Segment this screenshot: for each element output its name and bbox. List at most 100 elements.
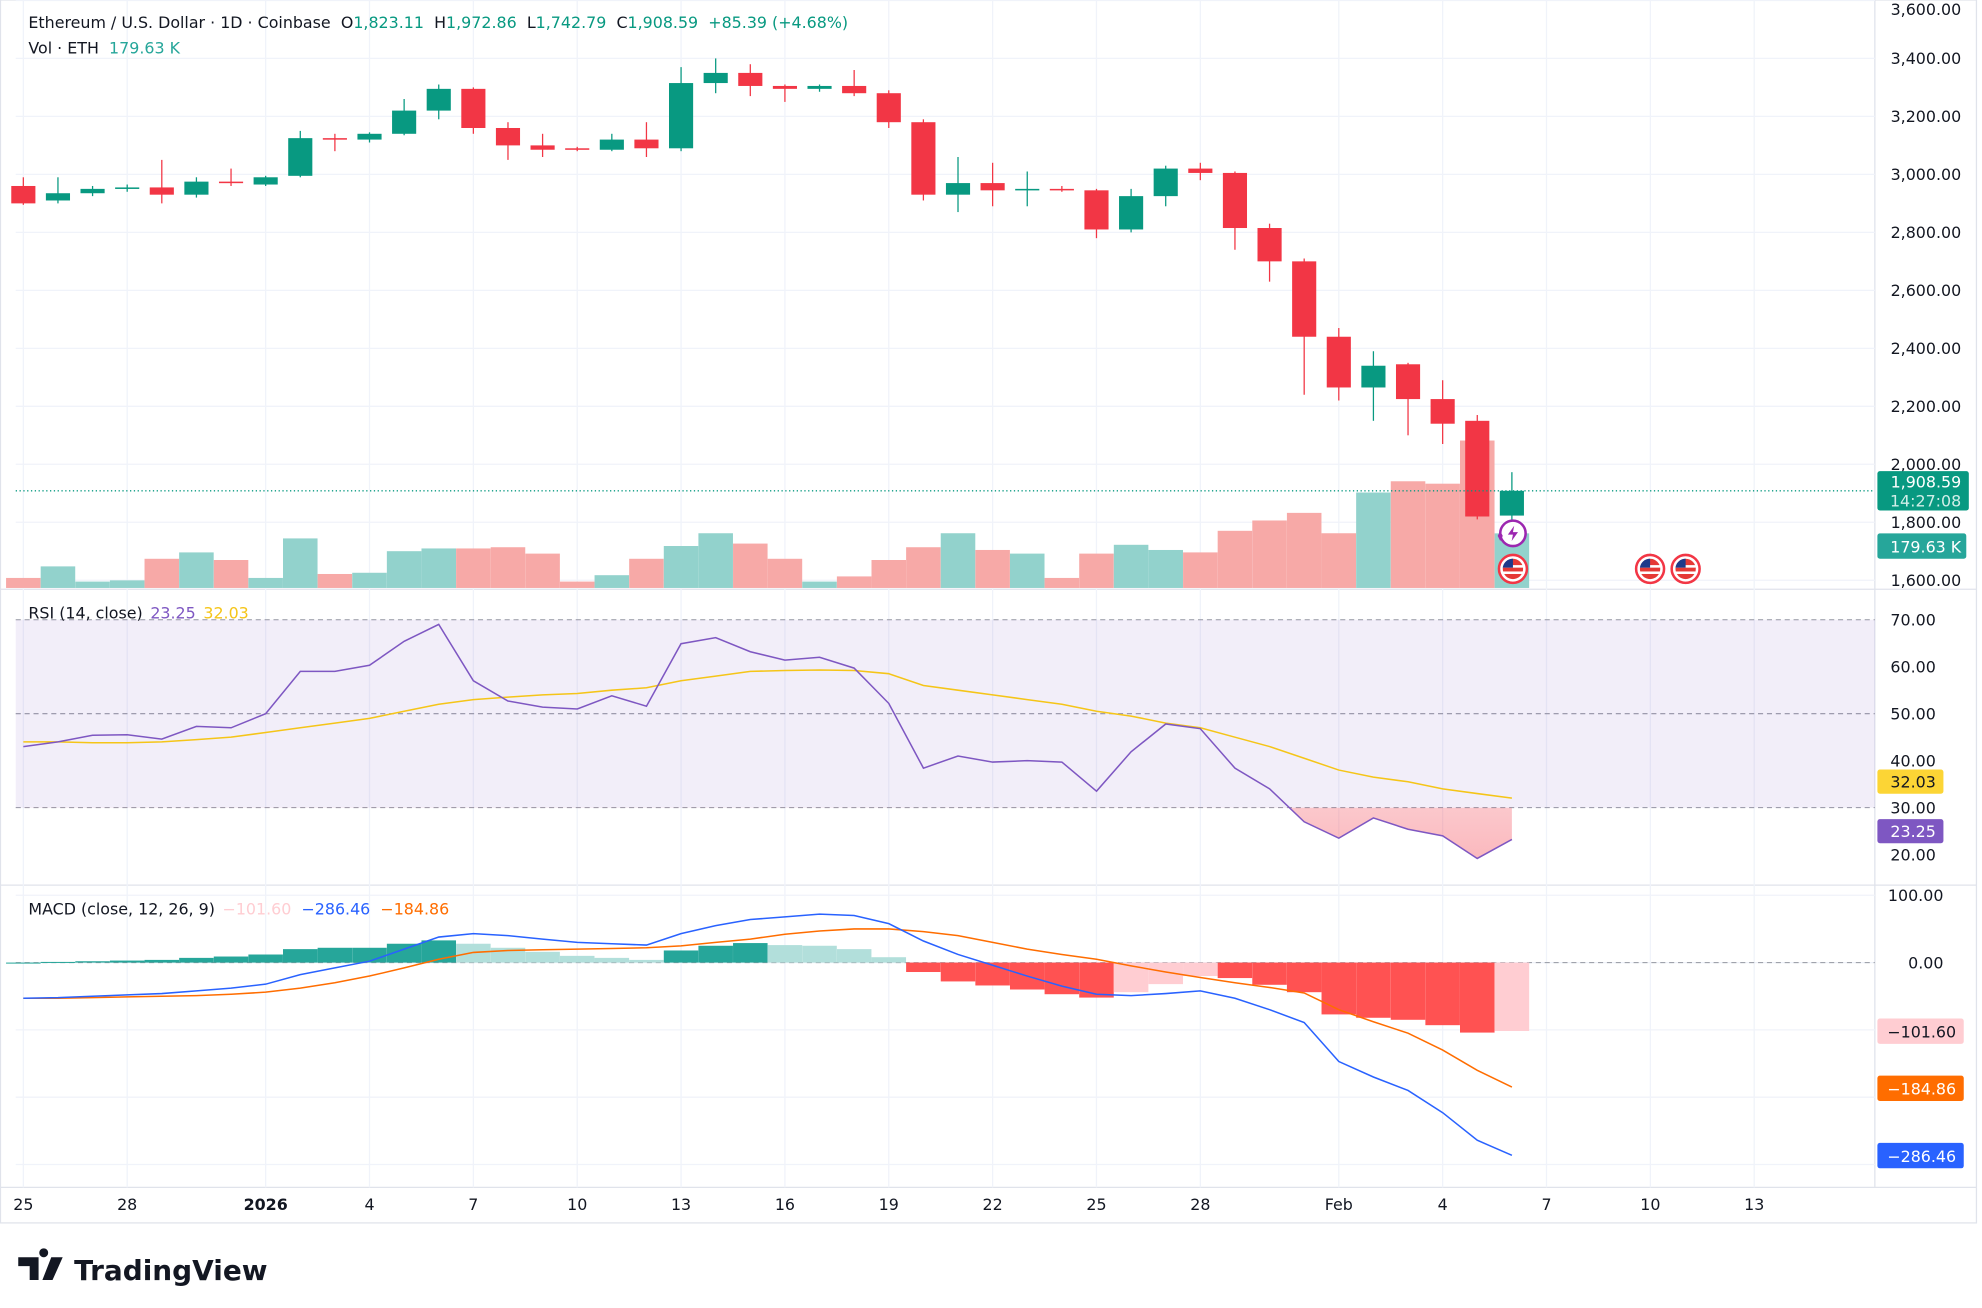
candle-body bbox=[669, 83, 694, 149]
macd-histogram-bar bbox=[906, 962, 941, 973]
macd-histogram-bar bbox=[594, 957, 630, 963]
us-flag-icon[interactable] bbox=[1670, 553, 1701, 585]
svg-text:1,908.59: 1,908.59 bbox=[1891, 473, 1962, 492]
candle-body bbox=[980, 183, 1005, 191]
volume-bar bbox=[283, 538, 318, 588]
macd-histogram-bar bbox=[248, 954, 283, 963]
macd-histogram-bar bbox=[629, 959, 664, 963]
price-tick-label: 2,400.00 bbox=[1891, 339, 1962, 358]
macd-histogram-bar bbox=[317, 947, 353, 963]
candle-body bbox=[1015, 188, 1040, 191]
macd-histogram-bar bbox=[1494, 962, 1530, 1031]
time-tick-label: 25 bbox=[1086, 1195, 1106, 1214]
svg-text:179.63 K: 179.63 K bbox=[1890, 537, 1962, 556]
axes: 25 28 2026 4 7 10 13 16 19 22 25 28 Feb 4 7 10 13 1,600.0… bbox=[13, 0, 1961, 1214]
macd-histogram-bar bbox=[663, 950, 699, 963]
macd-histogram-bar bbox=[559, 955, 595, 963]
rsi-tick-label: 20.00 bbox=[1890, 845, 1935, 864]
volume-bar bbox=[733, 543, 768, 588]
macd-histogram-bar bbox=[1356, 962, 1391, 1018]
rsi-label: 23.25 bbox=[1877, 819, 1944, 844]
macd-histogram-bar bbox=[1321, 962, 1357, 1015]
volume-bar bbox=[836, 576, 872, 588]
volume-bar bbox=[1148, 549, 1183, 588]
candle-body bbox=[322, 138, 347, 140]
candle-body bbox=[772, 85, 797, 89]
macd-histogram-bar bbox=[109, 960, 145, 963]
candle-body bbox=[357, 133, 382, 140]
macd-histogram-bar bbox=[352, 947, 387, 963]
volume-bar bbox=[40, 566, 76, 588]
legend-main: Ethereum / U.S. Dollar · 1D · Coinbase O1… bbox=[28, 13, 848, 32]
candle-body bbox=[426, 88, 451, 111]
price-tick-label: 2,000.00 bbox=[1891, 455, 1962, 474]
candle-body bbox=[530, 145, 555, 150]
time-tick-label: 7 bbox=[468, 1195, 478, 1214]
price-tick-label: 1,600.00 bbox=[1891, 571, 1962, 590]
volume-last-label: 179.63 K bbox=[1877, 533, 1967, 559]
volume-bar bbox=[594, 575, 630, 588]
svg-text:14:27:08: 14:27:08 bbox=[1890, 492, 1961, 511]
candle-body bbox=[45, 193, 71, 201]
macd-histogram-bar bbox=[1217, 962, 1253, 979]
us-flag-icon[interactable] bbox=[1497, 553, 1529, 585]
macd-histogram-bar bbox=[283, 949, 318, 963]
volume-bars bbox=[6, 440, 1530, 588]
macd-histogram-bar bbox=[1079, 962, 1114, 998]
candle-body bbox=[149, 187, 174, 195]
time-tick-label: 7 bbox=[1541, 1195, 1551, 1214]
legend-volume: Vol · ETH 179.63 K bbox=[28, 38, 180, 57]
svg-text:23.25: 23.25 bbox=[1890, 822, 1935, 841]
tradingview-logo[interactable]: TradingView bbox=[18, 1248, 268, 1287]
rsi-tick-label: 40.00 bbox=[1890, 751, 1935, 770]
volume-bar bbox=[1321, 533, 1357, 588]
volume-bar bbox=[490, 547, 526, 588]
macd-histogram-bar bbox=[75, 961, 110, 963]
volume-bar bbox=[698, 533, 733, 588]
volume-bar bbox=[421, 548, 457, 588]
macd-histogram-bar bbox=[1148, 962, 1183, 985]
rsi-ma-label: 32.03 bbox=[1877, 769, 1944, 794]
volume-bar bbox=[1113, 544, 1149, 588]
macd-signal-label: −184.86 bbox=[1877, 1075, 1964, 1102]
volume-bar bbox=[802, 581, 837, 588]
volume-bar bbox=[1390, 481, 1426, 588]
volume-bar bbox=[940, 533, 976, 588]
macd-hist-label: −101.60 bbox=[1877, 1018, 1964, 1044]
macd-histogram-bar bbox=[1460, 962, 1495, 1033]
volume-bar bbox=[1217, 530, 1253, 588]
candle-body bbox=[1430, 399, 1455, 424]
volume-bar bbox=[975, 549, 1010, 588]
time-tick-label: 25 bbox=[13, 1195, 33, 1214]
volume-bar bbox=[1286, 512, 1322, 588]
candle-body bbox=[1188, 168, 1213, 173]
macd-tick-label: 0.00 bbox=[1908, 953, 1943, 972]
time-tick-label: 28 bbox=[1190, 1195, 1210, 1214]
candle-body bbox=[738, 72, 763, 86]
macd-histogram-bar bbox=[1183, 962, 1218, 977]
lightning-icon[interactable] bbox=[1497, 519, 1527, 548]
macd-histogram-bar bbox=[836, 949, 872, 963]
candle-body bbox=[945, 183, 971, 195]
rsi-oversold-fill bbox=[23, 807, 1512, 859]
price-tick-label: 3,600.00 bbox=[1891, 0, 1962, 19]
us-flag-icon[interactable] bbox=[1634, 553, 1666, 585]
macd-histogram-bar bbox=[940, 962, 976, 982]
legend-macd: MACD (close, 12, 26, 9) −101.60 −286.46 −18… bbox=[28, 899, 449, 918]
volume-bar bbox=[317, 573, 353, 588]
price-tick-label: 1,800.00 bbox=[1891, 513, 1962, 532]
candle-body bbox=[599, 139, 624, 150]
time-tick-label: 28 bbox=[117, 1195, 137, 1214]
time-tick-label: 4 bbox=[1438, 1195, 1448, 1214]
time-tick-label: 2026 bbox=[244, 1195, 288, 1214]
candle-body bbox=[1326, 336, 1351, 388]
macd-histogram-bar bbox=[1390, 962, 1426, 1020]
volume-bar bbox=[871, 559, 907, 588]
rsi-ma-line bbox=[23, 669, 1513, 799]
macd-signal-line bbox=[23, 928, 1513, 1088]
volume-bar bbox=[1425, 483, 1460, 588]
rsi-tick-label: 30.00 bbox=[1890, 798, 1935, 817]
candle-body bbox=[1499, 490, 1524, 516]
candle-body bbox=[253, 177, 278, 185]
